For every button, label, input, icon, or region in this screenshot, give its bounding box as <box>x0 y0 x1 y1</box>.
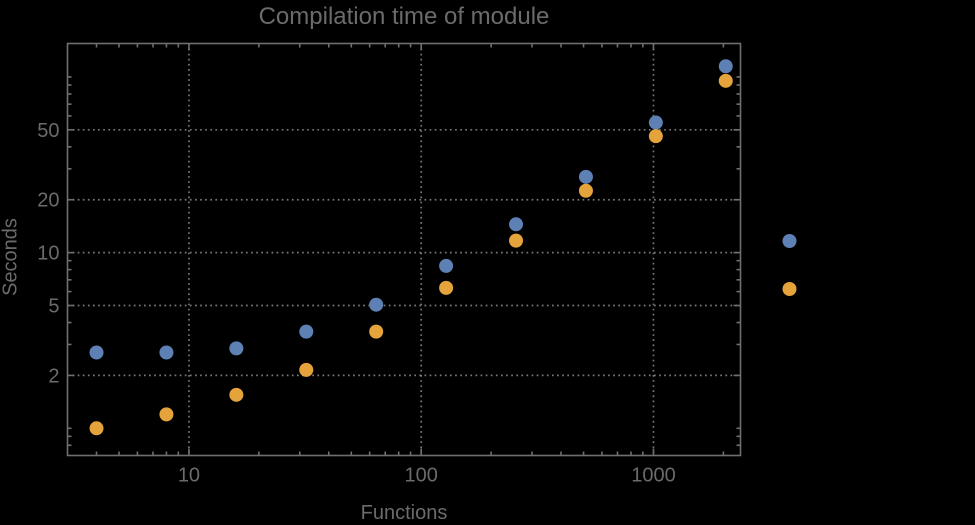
data-point-series-blue-x512 <box>578 169 593 184</box>
data-point-series-orange-x1024 <box>648 129 663 144</box>
y-axis-label: Seconds <box>0 218 22 296</box>
data-point-series-orange-x64 <box>369 324 384 339</box>
data-point-series-orange-x256 <box>509 233 524 248</box>
data-point-series-blue-x2048 <box>718 59 733 74</box>
x-tick-label-10: 10 <box>178 465 200 487</box>
data-point-series-orange-x4 <box>89 421 104 436</box>
data-point-series-orange-x32 <box>299 362 314 377</box>
data-point-series-blue-x256 <box>509 217 524 232</box>
x-tick-label-100: 100 <box>405 465 438 487</box>
legend-marker-series-blue <box>782 234 797 248</box>
chart-title: Compilation time of module <box>258 3 550 30</box>
data-point-series-blue-x8 <box>159 345 174 360</box>
data-point-series-blue-x128 <box>439 258 454 273</box>
data-point-series-orange-x128 <box>439 280 454 295</box>
data-point-series-orange-x16 <box>229 387 244 402</box>
y-tick-label-10: 10 <box>37 243 59 265</box>
y-tick-label-20: 20 <box>37 190 59 212</box>
data-point-series-blue-x1024 <box>648 115 663 130</box>
data-point-series-blue-x32 <box>299 324 314 339</box>
data-point-series-blue-x4 <box>89 345 104 360</box>
x-axis-label: Functions <box>360 502 448 524</box>
data-point-series-orange-x2048 <box>718 73 733 88</box>
y-tick-label-2: 2 <box>48 365 59 387</box>
y-tick-label-5: 5 <box>48 295 59 317</box>
data-point-series-orange-x8 <box>159 407 174 422</box>
x-tick-label-1000: 1000 <box>631 465 676 487</box>
y-tick-label-50: 50 <box>37 120 59 142</box>
data-point-series-orange-x512 <box>578 183 593 198</box>
data-point-series-blue-x64 <box>369 297 384 312</box>
legend-marker-series-orange <box>782 282 797 296</box>
plot-frame <box>66 42 742 457</box>
data-point-series-blue-x16 <box>229 341 244 356</box>
